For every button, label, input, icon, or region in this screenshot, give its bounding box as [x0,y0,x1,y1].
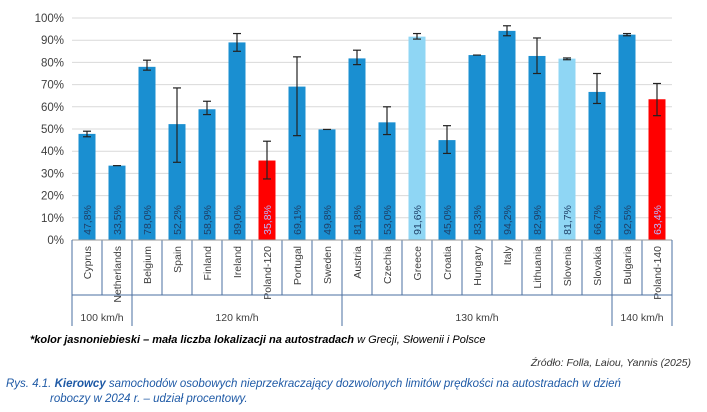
x-tick-label: Croatia [442,246,454,280]
bar-austria [348,58,366,241]
bar-hungary [468,55,486,240]
caption-line2: roboczy w 2024 r. – udział procentowy. [50,393,248,405]
figure-caption: Rys. 4.1. Kierowcy samochodów osobowych … [6,377,696,407]
source-note: Źródło: Folla, Laiou, Yannis (2025) [530,357,691,369]
value-label: 33,5% [112,205,124,235]
x-tick-label: Greece [412,246,424,281]
bar-czechia [378,122,396,240]
x-tick-label: Finland [202,246,214,281]
x-tick-label: Spain [172,246,184,273]
x-tick-label: Sweden [322,246,334,284]
bar-portugal [288,86,306,241]
footnote-rest: w Grecji, Słowenii i Polsce [354,334,486,346]
x-tick-label: Italy [502,245,514,265]
value-label: 58,9% [202,205,214,235]
y-tick-label: 70% [41,80,64,92]
footnote-bold: *kolor jasnoniebieski – mała liczba loka… [30,334,355,346]
value-label: 35,8% [262,205,274,235]
gridlines [72,17,672,241]
value-label: 66,7% [592,205,604,235]
x-tick-label: Slovenia [562,246,574,286]
bar-netherlands [108,165,126,240]
value-label: 63,4% [652,205,664,235]
value-label: 92,5% [622,205,634,235]
group-label: 120 km/h [215,312,258,324]
value-label: 81,8% [352,205,364,235]
x-tick-label: Netherlands [112,246,124,303]
bar-belgium [138,66,156,240]
x-tick-label: Slovakia [592,246,604,286]
value-label: 53,0% [382,205,394,235]
bar-chart: 0% 10% 20% 30% 40% 50% 60% 70% 80% 90% 100% 47,8% 3… [35,13,673,326]
y-tick-label: 30% [41,168,64,180]
value-label: 94,2% [502,205,514,235]
group-label: 100 km/h [80,312,123,324]
bar-poland-140 [648,99,666,240]
bar-sweden [318,129,336,240]
bar-croatia [438,140,456,240]
value-label: 45,0% [442,205,454,235]
y-tick-label: 40% [41,146,64,158]
bar-lithuania [528,55,546,240]
y-axis: 0% 10% 20% 30% 40% 50% 60% 70% 80% 90% 100% [35,13,64,247]
bar-italy [498,30,516,240]
x-tick-label: Poland-120 [262,246,274,300]
footnote: *kolor jasnoniebieski – mała liczba loka… [30,334,485,346]
y-tick-label: 60% [41,102,64,114]
group-label: 140 km/h [620,312,663,324]
x-tick-label: Lithuania [532,246,544,289]
caption-label: Rys. 4.1. [6,378,52,390]
value-label: 91,6% [412,205,424,235]
y-tick-label: 0% [47,235,64,247]
x-tick-label: Poland-140 [652,246,664,300]
x-tick-label: Belgium [142,246,154,284]
bar-poland-120 [258,160,276,240]
value-label: 81,7% [562,205,574,235]
x-tick-label: Bulgaria [622,246,634,285]
y-tick-label: 100% [35,13,64,25]
y-tick-label: 20% [41,191,64,203]
value-label: 78,0% [142,205,154,235]
bar-greece [408,36,426,241]
y-tick-label: 80% [41,57,64,69]
value-label: 89,0% [232,205,244,235]
bar-cyprus [78,133,96,240]
x-axis: Cyprus Netherlands Belgium Spain Finland Irel… [71,239,673,326]
y-tick-label: 10% [41,213,64,225]
bar-bulgaria [618,34,636,241]
y-tick-label: 50% [41,124,64,136]
bars: 47,8% 33,5% 78,0% 52,2% 58,9% 89,0% 35,8% 69,1%… [78,25,666,241]
x-tick-label: Austria [352,246,364,279]
value-label: 69,1% [292,205,304,235]
bar-slovenia [558,58,576,240]
x-tick-label: Cyprus [82,246,94,279]
caption-bold: Kierowcy [54,378,106,390]
y-tick-label: 90% [41,35,64,47]
bar-finland [198,109,216,240]
bar-ireland [228,42,246,240]
x-tick-label: Portugal [292,246,304,285]
value-label: 83,3% [472,205,484,235]
x-tick-label: Ireland [232,246,244,278]
group-label: 130 km/h [455,312,498,324]
bar-spain [168,124,186,240]
value-label: 47,8% [82,205,94,235]
caption-rest: samochodów osobowych nieprzekraczający d… [105,378,621,390]
bar-slovakia [588,91,606,241]
value-label: 49,8% [322,205,334,235]
value-label: 82,9% [532,205,544,235]
value-label: 52,2% [172,205,184,235]
x-tick-label: Hungary [472,245,484,285]
x-tick-label: Czechia [382,246,394,284]
